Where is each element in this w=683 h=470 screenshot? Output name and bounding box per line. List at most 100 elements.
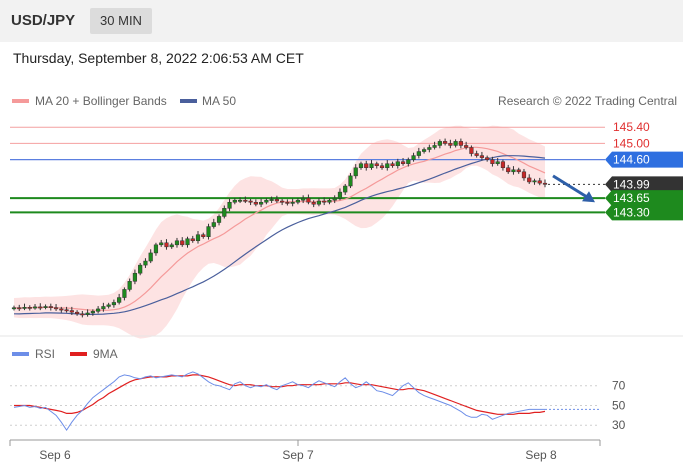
candle-body (185, 238, 190, 246)
candle-body (74, 311, 80, 315)
x-tick-sep8: Sep 8 (525, 448, 557, 462)
candle-body (59, 308, 64, 311)
candle-body (301, 197, 306, 201)
candle-body (532, 180, 537, 183)
candle-body (427, 147, 432, 150)
candle-body (453, 141, 458, 146)
candle-body (443, 141, 448, 144)
rsi-legend-label: RSI (35, 347, 55, 361)
candle-body (143, 260, 148, 266)
candle-body (379, 165, 385, 169)
candle-body (537, 180, 542, 184)
candle-body (48, 306, 53, 308)
candle-body (85, 312, 90, 315)
rsi-tick-30: 30 (612, 418, 626, 432)
candle-body (390, 163, 395, 166)
candle-body (474, 153, 479, 156)
candle-body (395, 161, 400, 166)
level-tag-143-65 (605, 190, 683, 207)
candle-body (269, 199, 274, 201)
candle-body (32, 306, 38, 309)
candle-body (400, 161, 406, 164)
level-tag-143-30 (605, 204, 683, 221)
ma20-legend-label: MA 20 + Bollinger Bands (35, 94, 167, 108)
moving-averages (13, 146, 546, 315)
candle-body (222, 208, 227, 217)
candle-body (469, 147, 474, 154)
candle-body (69, 310, 74, 313)
projection-arrow-shaft (552, 174, 590, 200)
candle-body (527, 177, 532, 183)
candle-body (495, 161, 500, 164)
level-tag-143-99 (605, 176, 683, 193)
chart-datetime: Thursday, September 8, 2022 2:06:53 AM C… (13, 50, 304, 66)
candle-body (169, 244, 174, 248)
level-label-143-65: 143.65 (613, 191, 650, 205)
candle-body (464, 145, 469, 148)
candle-body (180, 240, 185, 246)
candle-body (500, 161, 506, 169)
ma50-legend-label: MA 50 (202, 94, 236, 108)
candle-body (127, 281, 132, 290)
candle-body (506, 167, 511, 173)
candlesticks (11, 138, 595, 318)
candle-body (316, 200, 322, 205)
candle-body (369, 163, 374, 169)
candle-body (106, 304, 111, 307)
candle-body (148, 252, 153, 262)
ma50-line (13, 155, 546, 315)
candle-body (437, 141, 442, 146)
candle-body (132, 272, 138, 282)
candle-body (232, 199, 237, 203)
candle-body (264, 199, 269, 203)
candle-body (353, 167, 358, 177)
bollinger-band-fill (14, 125, 545, 339)
candle-body (490, 159, 495, 164)
candle-body (27, 307, 32, 309)
candle-body (516, 169, 521, 173)
candle-body (448, 143, 453, 146)
candle-body (542, 182, 548, 185)
candle-body (343, 185, 348, 193)
x-tick-sep6: Sep 6 (39, 448, 71, 462)
bollinger-band-area (14, 125, 545, 339)
ma9-legend-swatch (70, 352, 87, 356)
ma50-legend-swatch (180, 99, 197, 103)
rsi-line (13, 371, 545, 432)
candle-body (406, 159, 411, 164)
candle-body (174, 240, 180, 246)
research-credit: Research © 2022 Trading Central (498, 94, 677, 108)
chart-header: USD/JPY 30 MIN (0, 0, 683, 42)
candle-body (348, 175, 353, 187)
candle-body (479, 155, 485, 158)
candle-body (201, 234, 206, 237)
candle-body (38, 306, 43, 309)
candle-body (96, 308, 101, 312)
level-label-145-40: 145.40 (613, 120, 650, 134)
candle-body (211, 222, 216, 227)
projection-arrow-head (582, 191, 595, 203)
rsi-legend-swatch (12, 352, 29, 356)
candle-body (90, 311, 95, 314)
candle-body (190, 238, 195, 242)
candle-body (206, 226, 211, 237)
candle-body (22, 307, 27, 309)
level-label-144-60: 144.60 (613, 153, 650, 167)
candle-body (259, 201, 264, 205)
candle-body (358, 163, 364, 169)
candle-body (337, 191, 343, 199)
candle-body (411, 155, 416, 160)
ma20-line (13, 146, 546, 312)
candle-body (521, 171, 527, 179)
timeframe-button[interactable]: 30 MIN (90, 8, 152, 34)
rsi-tick-70: 70 (612, 379, 626, 393)
candle-body (416, 151, 421, 156)
rsi-panel: 70 50 30 (10, 371, 626, 432)
rsi-tick-50: 50 (612, 398, 626, 412)
candle-body (101, 306, 106, 310)
candle-body (227, 201, 232, 209)
level-label-143-30: 143.30 (613, 205, 650, 219)
candle-body (253, 201, 258, 205)
candle-body (285, 201, 290, 204)
